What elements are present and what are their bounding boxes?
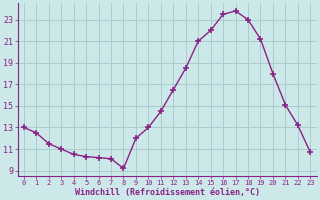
X-axis label: Windchill (Refroidissement éolien,°C): Windchill (Refroidissement éolien,°C): [75, 188, 260, 197]
